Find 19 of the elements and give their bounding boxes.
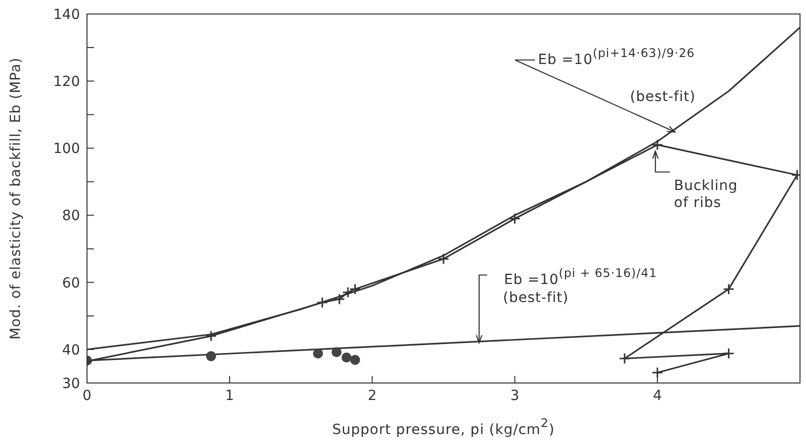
y-tick-label: 60 <box>62 275 80 292</box>
x-tick-label: 0 <box>82 388 92 404</box>
annotation: Eb =10$^{(pi + 65·16)/41}$ <box>504 266 658 288</box>
x-tick-label: 2 <box>368 388 377 404</box>
annotation: Eb =10$^{(pi+14·63)/9·26}$ <box>538 46 695 68</box>
y-tick-label: 30 <box>62 376 80 392</box>
x-tick-label: 1 <box>225 388 234 404</box>
y-tick-label: 120 <box>53 74 80 90</box>
annotation: (best-fit) <box>630 89 696 105</box>
annotation: Buckling of ribs <box>674 178 738 211</box>
x-tick-label: 4 <box>652 388 662 404</box>
y-tick-label: 100 <box>53 141 80 158</box>
y-tick-label: 40 <box>62 342 80 358</box>
x-axis-title: Support pressure, pi (kg/cm$^{2}$) <box>332 416 555 438</box>
y-axis-title: Mod. of elasticity of backfill, Eb (MPa) <box>8 57 24 340</box>
annotation: (best-fit) <box>503 290 569 306</box>
y-tick-label: 140 <box>53 6 80 23</box>
x-tick-label: 3 <box>510 388 520 404</box>
y-tick-label: 80 <box>62 208 80 224</box>
